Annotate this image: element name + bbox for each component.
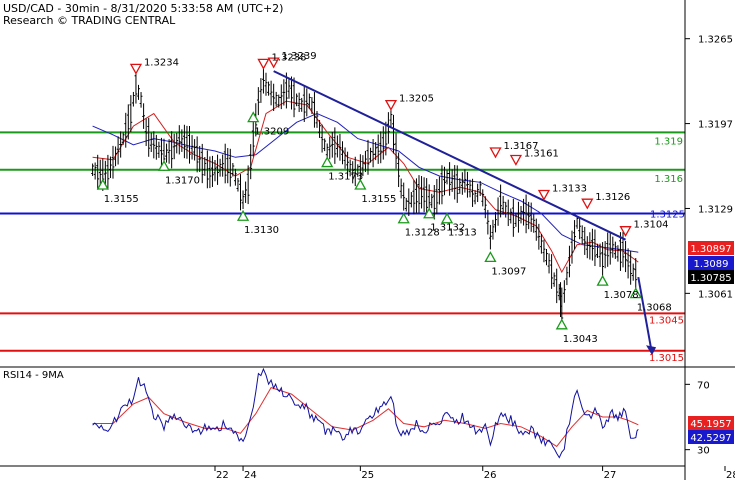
resistance-marker-icon [619, 226, 632, 238]
resistance-marker-label-3: 1.3205 [399, 94, 434, 105]
support-marker-label-0: 1.3155 [104, 194, 139, 205]
price-tag-0: 1.30897 [690, 244, 731, 255]
resistance-trendline [273, 70, 626, 241]
support-marker-label-6: 1.3128 [405, 228, 440, 239]
chart-title: USD/CAD - 30min - 8/31/2020 5:33:58 AM (… [3, 2, 283, 15]
resistance-marker-icon [581, 198, 594, 210]
resistance-marker-label-7: 1.3126 [595, 192, 630, 203]
resistance-marker-label-8: 1.3104 [634, 220, 669, 231]
y-tick-label-2: 1.3129 [698, 204, 733, 215]
resistance-marker-label-2: 1.3239 [282, 51, 317, 62]
support-marker-icon [629, 287, 642, 299]
y-tick-label-1: 1.3197 [698, 120, 733, 131]
rsi-line [92, 367, 639, 459]
resistance-marker-label-0: 1.3234 [144, 57, 179, 68]
support-marker-label-7: 1.3132 [430, 223, 465, 234]
support-marker-icon [321, 156, 334, 168]
support-marker-icon [236, 209, 250, 221]
rsi-tick-label-0: 70 [697, 380, 710, 391]
support-marker-label-10: 1.3043 [563, 334, 598, 345]
resistance-marker-icon [537, 189, 551, 201]
support-marker-icon [555, 318, 568, 330]
y-tick-label-3: 1.3061 [698, 289, 733, 300]
level-label-3: 1.3045 [649, 315, 684, 326]
x-tick-label-5: 28 [726, 470, 735, 480]
price-panel [0, 57, 685, 356]
labels: 1.3125 1.3045 1.3015 1.319 1.316 1.3234 1.3238… [104, 35, 735, 480]
price-tag-2-bg [688, 270, 734, 284]
y-tick-label-0: 1.3265 [698, 35, 733, 46]
resistance-marker-label-1: 1.3238 [271, 52, 306, 63]
support-marker-icon [484, 251, 497, 263]
resistance-marker-label-6: 1.3133 [552, 183, 587, 194]
support-marker-icon [596, 274, 609, 286]
support-marker-label-5: 1.3155 [361, 194, 396, 205]
price-tag-1-bg [688, 256, 734, 270]
support-marker-icon [397, 212, 410, 224]
price-tag-0-bg [688, 241, 734, 255]
rsi-panel [92, 367, 639, 459]
rsi-ma-line [92, 387, 639, 448]
rsi-tag-0-bg [688, 416, 734, 430]
support-marker-label-4: 1.3173 [328, 172, 363, 183]
rsi-tag-0: 45.1957 [690, 419, 731, 430]
support-marker-label-9: 1.3097 [491, 266, 526, 277]
green-level-label-0: 1.319 [654, 136, 683, 147]
support-marker-icon [247, 111, 260, 123]
rsi-title: RSI14 - 9MA [3, 370, 64, 381]
resistance-marker-icon [489, 147, 502, 159]
support-marker-label-12: 1.3068 [637, 303, 672, 314]
price-tag-2: 1.30785 [690, 273, 731, 284]
support-marker-label-1: 1.3170 [165, 175, 200, 186]
support-marker-icon [354, 178, 367, 190]
forecast-arrow-head [646, 345, 657, 356]
support-marker-label-8: 1.313 [448, 228, 477, 239]
chart-subtitle: Research © TRADING CENTRAL [3, 14, 176, 27]
green-level-label-1: 1.316 [654, 174, 683, 185]
resistance-marker-label-5: 1.3161 [524, 149, 559, 160]
rsi-tag-1-bg [688, 430, 734, 444]
x-tick-label-1: 24 [244, 470, 257, 480]
forecast-arrow-line [637, 276, 653, 349]
resistance-marker-icon [384, 99, 398, 111]
level-label-2: 1.3125 [650, 209, 685, 220]
support-marker-icon [96, 178, 109, 190]
support-marker-icon [440, 212, 454, 224]
x-tick-label-3: 26 [484, 470, 497, 480]
resistance-marker-icon [129, 63, 143, 75]
resistance-marker-icon [257, 58, 270, 70]
level-label-4: 1.3015 [649, 353, 684, 364]
support-marker-icon [423, 207, 436, 219]
resistance-marker-icon [267, 57, 280, 69]
rsi-tick-label-1: 30 [697, 446, 710, 457]
x-tick-label-2: 25 [361, 470, 374, 480]
support-marker-label-2: 1.3130 [244, 225, 279, 236]
x-tick-label-0: 22 [216, 470, 229, 480]
x-tick-label-4: 27 [604, 470, 617, 480]
price-tag-1: 1.3089 [694, 259, 729, 270]
support-marker-label-3: 1.3209 [254, 127, 289, 138]
resistance-marker-label-4: 1.3167 [504, 141, 539, 152]
resistance-marker-icon [509, 154, 523, 166]
support-marker-icon [157, 159, 171, 171]
support-marker-label-11: 1.3078 [604, 290, 639, 301]
rsi-tag-1: 42.5297 [690, 433, 731, 444]
